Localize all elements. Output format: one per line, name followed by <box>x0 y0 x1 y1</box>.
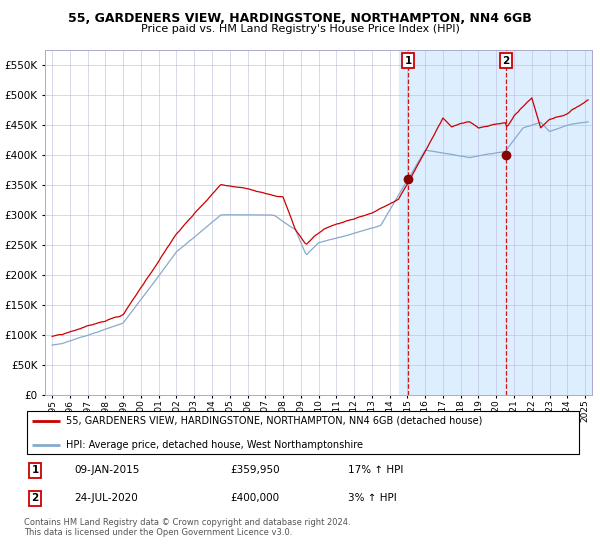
Text: £359,950: £359,950 <box>230 465 280 475</box>
Text: 2: 2 <box>503 55 510 66</box>
Text: 1: 1 <box>32 465 39 475</box>
Text: Price paid vs. HM Land Registry's House Price Index (HPI): Price paid vs. HM Land Registry's House … <box>140 24 460 34</box>
Text: Contains HM Land Registry data © Crown copyright and database right 2024.
This d: Contains HM Land Registry data © Crown c… <box>24 518 350 538</box>
FancyBboxPatch shape <box>27 410 578 455</box>
Text: 55, GARDENERS VIEW, HARDINGSTONE, NORTHAMPTON, NN4 6GB (detached house): 55, GARDENERS VIEW, HARDINGSTONE, NORTHA… <box>66 416 482 426</box>
Text: 55, GARDENERS VIEW, HARDINGSTONE, NORTHAMPTON, NN4 6GB: 55, GARDENERS VIEW, HARDINGSTONE, NORTHA… <box>68 12 532 25</box>
Text: 2: 2 <box>32 493 39 503</box>
Text: 1: 1 <box>404 55 412 66</box>
Bar <box>398 50 600 395</box>
Text: 09-JAN-2015: 09-JAN-2015 <box>74 465 140 475</box>
Text: £400,000: £400,000 <box>230 493 280 503</box>
Text: 3% ↑ HPI: 3% ↑ HPI <box>347 493 397 503</box>
Text: 17% ↑ HPI: 17% ↑ HPI <box>347 465 403 475</box>
Text: HPI: Average price, detached house, West Northamptonshire: HPI: Average price, detached house, West… <box>66 440 363 450</box>
Text: 24-JUL-2020: 24-JUL-2020 <box>74 493 138 503</box>
